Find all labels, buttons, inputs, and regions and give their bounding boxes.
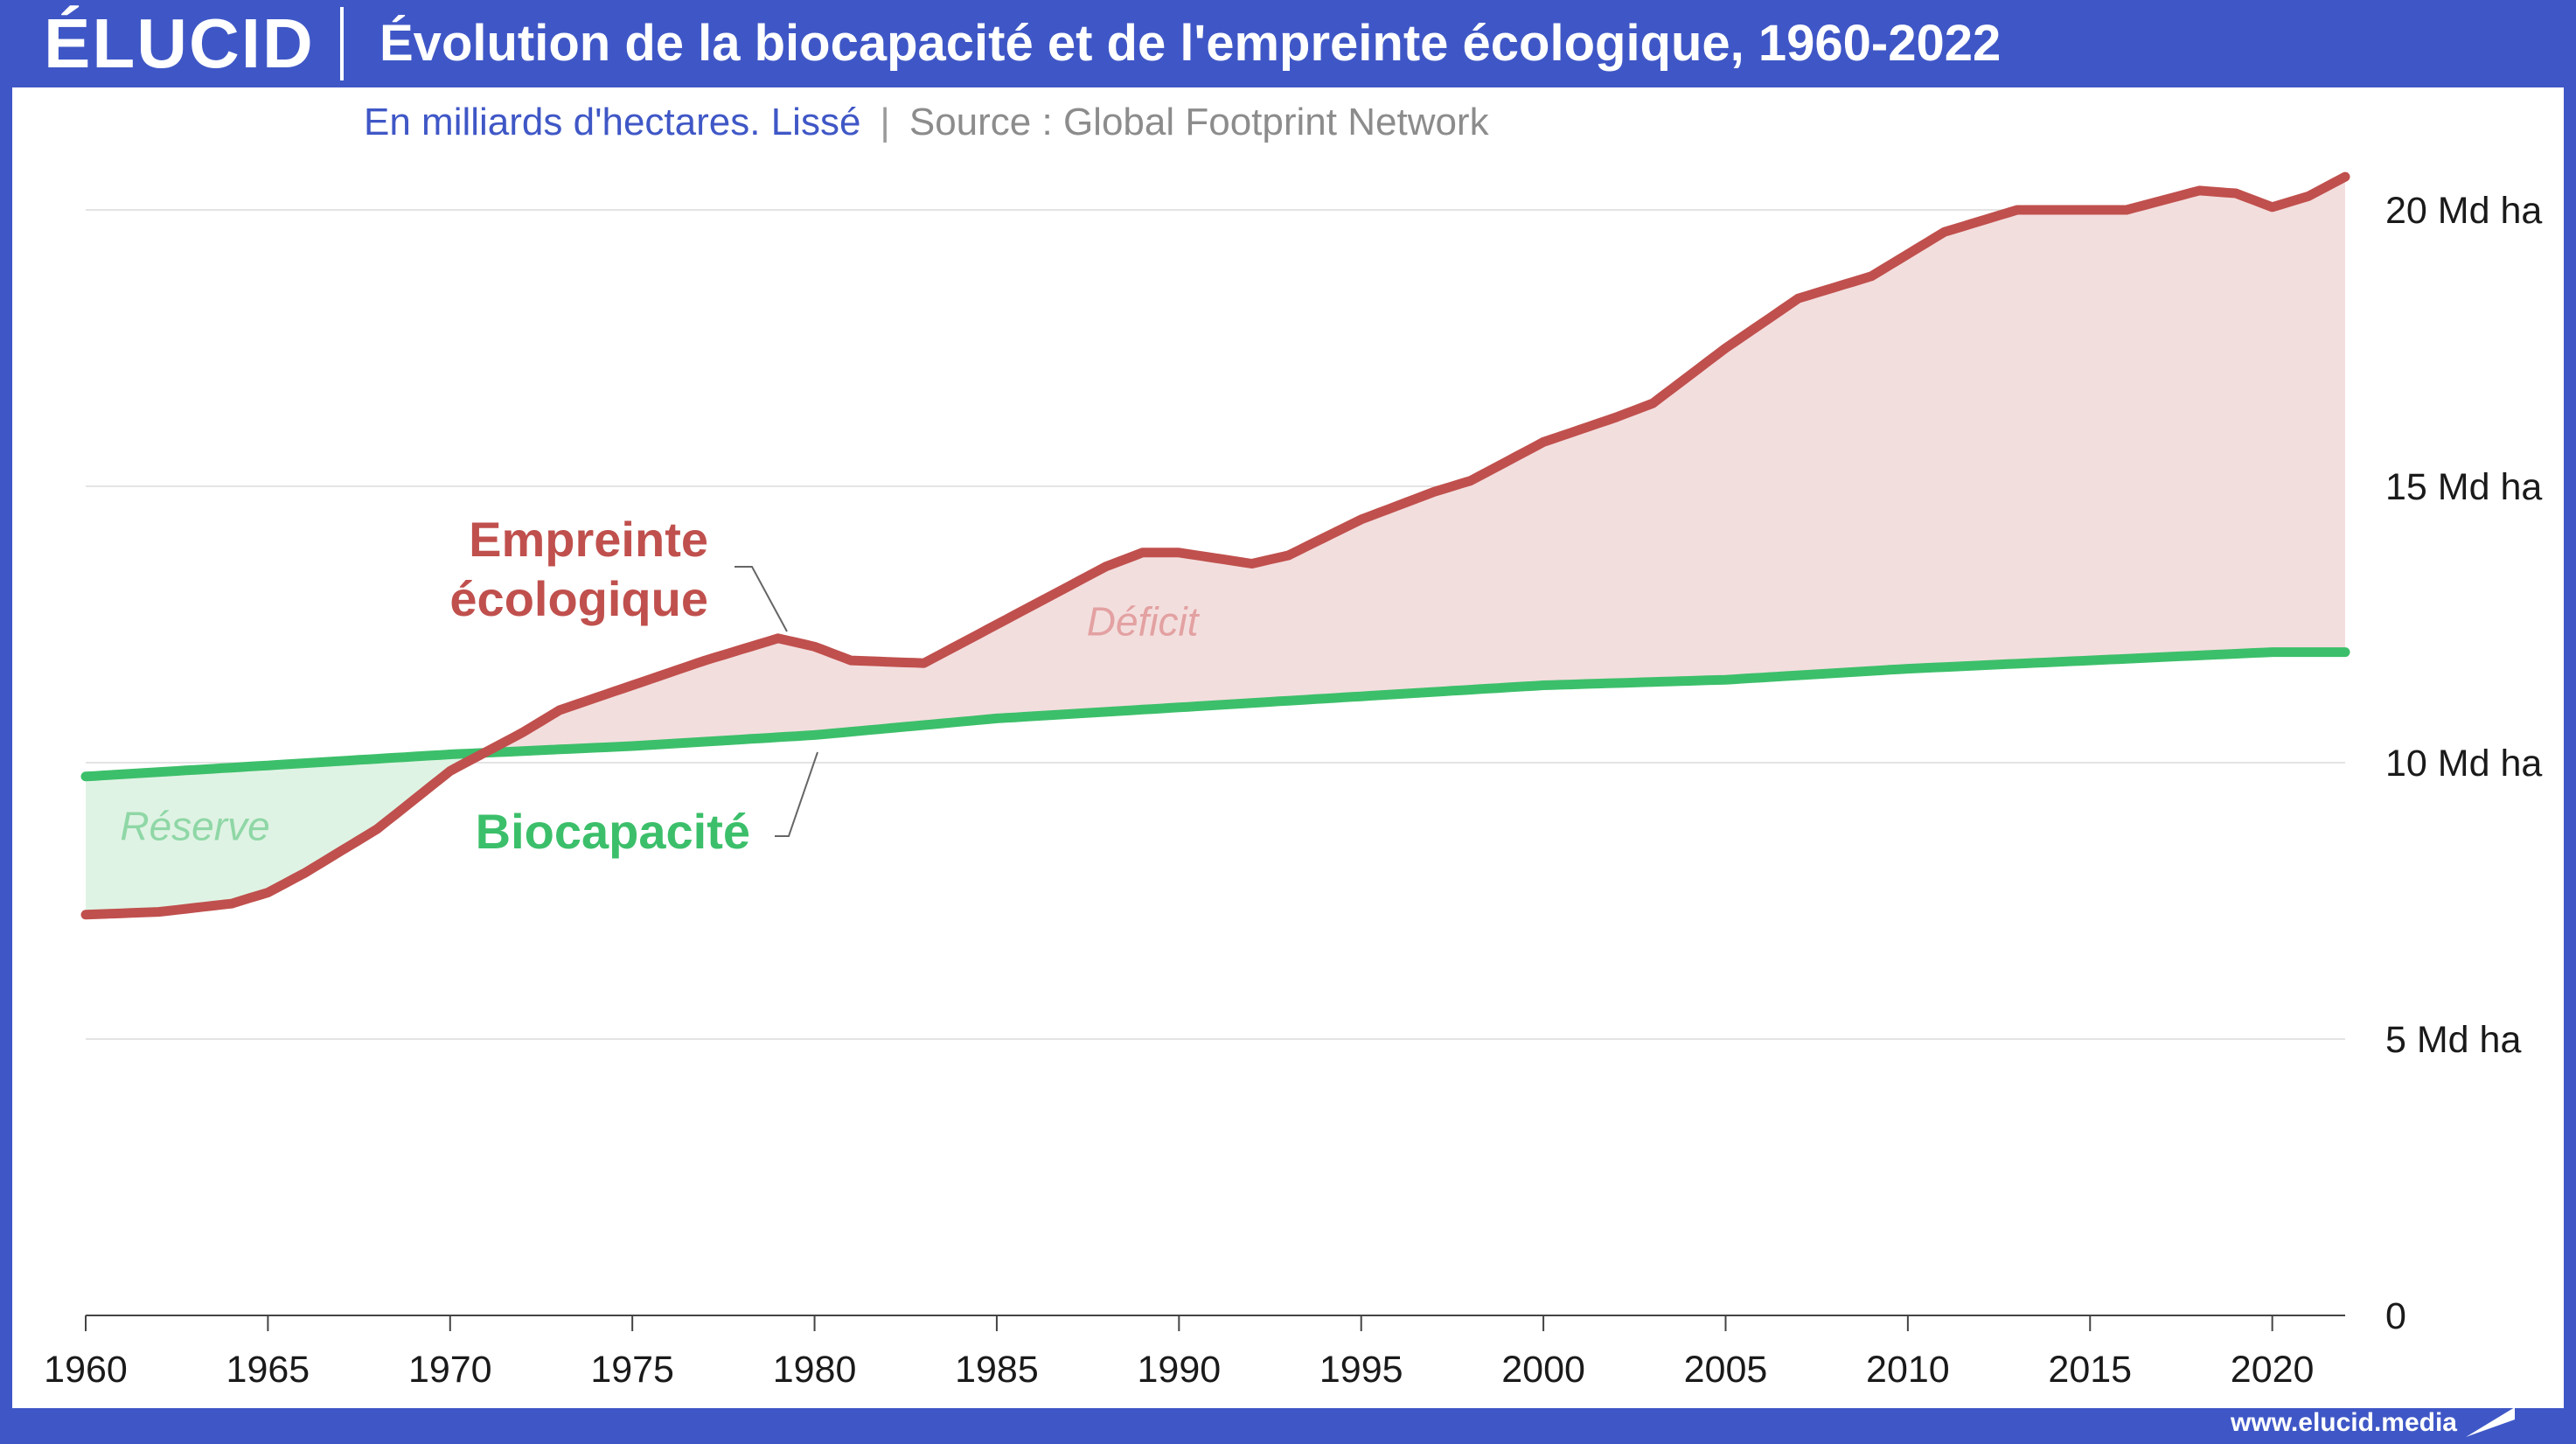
y-tick-label: 0 (2385, 1295, 2406, 1337)
series-line-biocapacite (80, 647, 2350, 782)
series-label-biocapacite: Biocapacité (476, 804, 750, 859)
series-line-empreinte (80, 171, 2350, 920)
leader-line-empreinte (735, 566, 788, 632)
x-tick-label: 1960 (44, 1349, 128, 1391)
elucid-wedge-icon (2466, 1407, 2515, 1437)
x-tick-label: 1975 (590, 1349, 674, 1391)
x-tick-label: 2010 (1866, 1349, 1950, 1391)
series-label-line: Empreinte (469, 512, 708, 567)
x-tick-label: 1965 (226, 1349, 310, 1391)
x-tick-label: 1985 (955, 1349, 1039, 1391)
y-tick-label: 5 Md ha (2385, 1019, 2521, 1061)
subtitle-row: En milliards d'hectares. Lissé | Source : … (364, 96, 1489, 149)
x-tick-label: 2015 (2048, 1349, 2132, 1391)
x-tick-label: 1980 (773, 1349, 857, 1391)
leader-line-biocapacite (775, 751, 818, 837)
y-tick-label: 10 Md ha (2385, 743, 2542, 785)
deficit-area (484, 177, 2345, 753)
x-tick-label: 1990 (1137, 1349, 1221, 1391)
reserve-area (86, 752, 484, 915)
reserve-label: Réserve (120, 803, 269, 848)
footer-url[interactable]: www.elucid.media (2231, 1408, 2457, 1437)
x-tick-label: 2000 (1501, 1349, 1585, 1391)
x-tick-label: 2005 (1684, 1349, 1768, 1391)
chart-subtitle: En milliards d'hectares. Lissé (364, 101, 861, 143)
source-note: Source : Global Footprint Network (909, 101, 1489, 143)
elucid-logo: ÉLUCID (44, 4, 315, 82)
x-tick-label: 2020 (2231, 1349, 2315, 1391)
y-tick-label: 20 Md ha (2385, 190, 2542, 232)
x-tick-label: 1995 (1319, 1349, 1403, 1391)
series-label-empreinte: Empreinte écologique (449, 512, 708, 626)
page-title: Évolution de la biocapacité et de l'empr… (379, 15, 2002, 72)
subtitle-separator: | (880, 101, 890, 143)
x-tick-label: 1970 (408, 1349, 492, 1391)
deficit-label: Déficit (1087, 599, 1201, 645)
header-bar: ÉLUCID Évolution de la biocapacité et de… (0, 0, 2576, 87)
header-divider (340, 7, 344, 80)
y-tick-label: 15 Md ha (2385, 466, 2542, 508)
series-label-line: écologique (449, 571, 708, 626)
